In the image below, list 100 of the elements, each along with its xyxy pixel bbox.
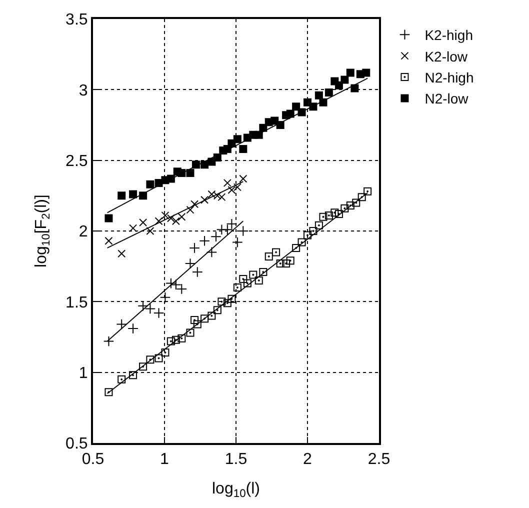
point	[286, 110, 294, 118]
point	[189, 242, 200, 254]
point	[292, 102, 300, 111]
point	[178, 334, 186, 342]
point	[352, 198, 360, 207]
point	[160, 292, 171, 303]
point	[254, 276, 263, 284]
point	[129, 371, 138, 380]
point	[218, 298, 226, 306]
point	[210, 231, 222, 242]
point	[166, 278, 176, 289]
point	[292, 244, 300, 252]
point	[334, 81, 343, 90]
point	[118, 192, 126, 200]
point	[324, 211, 333, 220]
point	[104, 388, 113, 396]
point	[226, 218, 238, 230]
legend-label: N2-high	[424, 69, 474, 86]
x-tick-label: 2	[303, 451, 312, 468]
point	[186, 328, 194, 337]
point	[233, 284, 242, 292]
point	[282, 260, 290, 268]
point	[233, 135, 242, 144]
point	[192, 266, 203, 278]
point	[186, 169, 194, 178]
point	[138, 300, 148, 312]
point	[340, 204, 349, 212]
point	[350, 84, 359, 92]
point	[223, 178, 232, 187]
point	[206, 246, 218, 258]
point	[104, 236, 113, 245]
point	[193, 320, 202, 328]
y-tick-label: 3	[78, 82, 88, 100]
point	[239, 145, 248, 154]
point	[154, 217, 163, 226]
point	[319, 212, 328, 221]
point	[298, 238, 306, 246]
x-tick-label: 1.5	[224, 451, 248, 468]
point	[153, 308, 164, 318]
point	[259, 268, 268, 276]
point	[103, 336, 114, 347]
point	[166, 214, 175, 222]
y-tick-label: 3.5	[66, 12, 88, 29]
point	[309, 227, 318, 235]
legend-label: N2-low	[424, 90, 470, 107]
y-tick-label: 2.5	[66, 152, 88, 170]
point	[184, 258, 196, 269]
point	[118, 250, 126, 258]
point	[346, 202, 354, 210]
y-tick-label: 1	[78, 364, 88, 382]
point	[178, 212, 186, 221]
y-tick-label: 0.5	[66, 436, 88, 453]
point	[161, 348, 170, 357]
point	[200, 314, 209, 323]
point	[139, 362, 148, 371]
point	[243, 279, 252, 288]
point	[232, 236, 243, 248]
x-tick-label: 2.5	[368, 451, 390, 468]
point	[186, 206, 194, 214]
point	[118, 375, 126, 384]
point	[324, 88, 333, 96]
legend-label: K2-low	[424, 48, 468, 64]
point	[264, 252, 273, 260]
point	[146, 356, 154, 364]
point	[129, 190, 138, 198]
point	[358, 193, 366, 202]
x-tick-label: 1	[160, 451, 170, 468]
point	[190, 200, 199, 208]
point	[364, 187, 372, 196]
point	[104, 214, 113, 222]
point	[276, 260, 284, 268]
point	[239, 275, 248, 284]
point	[314, 91, 323, 100]
point	[228, 294, 236, 303]
point	[304, 231, 312, 240]
point	[161, 211, 170, 220]
point	[249, 270, 258, 279]
point	[172, 336, 180, 344]
point	[334, 210, 343, 218]
point	[330, 208, 339, 217]
point	[346, 68, 354, 77]
point	[272, 248, 280, 256]
point	[228, 186, 236, 194]
point	[239, 174, 248, 183]
point	[128, 323, 138, 334]
y-tick-label: 1.5	[66, 294, 88, 312]
point	[340, 76, 349, 84]
point	[314, 221, 323, 230]
x-axis-title: log$_{10}$(l)	[212, 480, 260, 500]
y-tick-label: 2	[78, 224, 88, 241]
legend-label: K2-high	[424, 27, 473, 44]
point	[222, 224, 233, 235]
point	[223, 299, 232, 308]
point	[200, 196, 209, 204]
point	[208, 312, 216, 320]
point	[154, 354, 163, 362]
point	[139, 218, 148, 227]
point	[116, 318, 127, 330]
point	[199, 235, 210, 246]
point	[213, 306, 222, 314]
